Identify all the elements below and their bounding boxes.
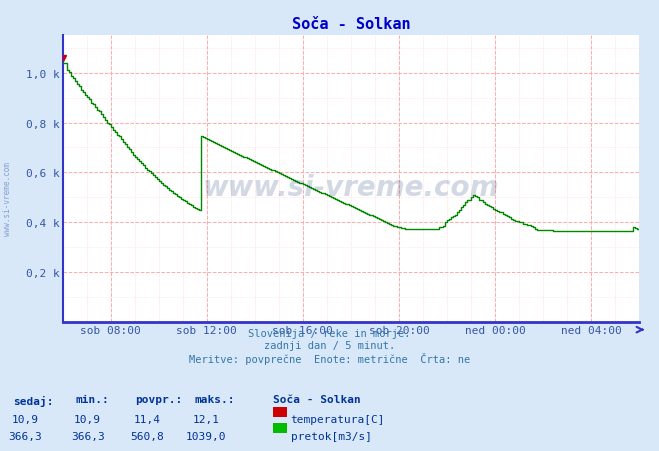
Text: min.:: min.: xyxy=(76,395,109,405)
Text: 366,3: 366,3 xyxy=(71,431,105,441)
Text: 11,4: 11,4 xyxy=(134,414,160,424)
Text: www.si-vreme.com: www.si-vreme.com xyxy=(3,161,13,235)
Text: temperatura[C]: temperatura[C] xyxy=(291,414,385,424)
Text: 366,3: 366,3 xyxy=(8,431,42,441)
Text: 10,9: 10,9 xyxy=(12,414,38,424)
Text: Soča - Solkan: Soča - Solkan xyxy=(273,395,361,405)
Text: maks.:: maks.: xyxy=(194,395,235,405)
Text: 12,1: 12,1 xyxy=(193,414,219,424)
Text: www.si-vreme.com: www.si-vreme.com xyxy=(203,174,499,202)
Text: povpr.:: povpr.: xyxy=(135,395,183,405)
Text: Meritve: povprečne  Enote: metrične  Črta: ne: Meritve: povprečne Enote: metrične Črta:… xyxy=(189,352,470,364)
Text: pretok[m3/s]: pretok[m3/s] xyxy=(291,431,372,441)
Text: sedaj:: sedaj: xyxy=(13,395,53,405)
Text: 1039,0: 1039,0 xyxy=(186,431,227,441)
Text: zadnji dan / 5 minut.: zadnji dan / 5 minut. xyxy=(264,340,395,350)
Text: Slovenija / reke in morje.: Slovenija / reke in morje. xyxy=(248,328,411,338)
Title: Soča - Solkan: Soča - Solkan xyxy=(291,17,411,32)
Text: 10,9: 10,9 xyxy=(74,414,101,424)
Text: 560,8: 560,8 xyxy=(130,431,164,441)
